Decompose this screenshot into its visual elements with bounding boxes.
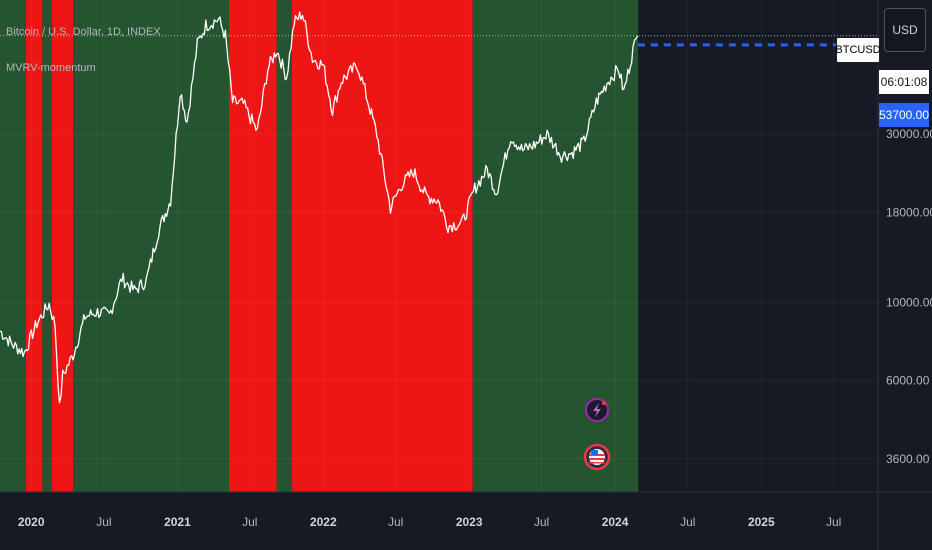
regime-band-bullish <box>73 0 229 492</box>
regime-backgrounds <box>0 0 639 492</box>
x-tick-label: Jul <box>826 515 841 529</box>
x-tick-label: 2023 <box>456 515 483 529</box>
last-price-label: 53700.00 <box>879 103 929 127</box>
regime-band-bearish <box>228 0 277 492</box>
x-tick-label: 2024 <box>602 515 629 529</box>
price-axis[interactable]: 3600.00 6000.00 10000.00 18000.00 30000.00 <box>886 127 932 466</box>
x-tick-label: Jul <box>680 515 695 529</box>
price-series <box>0 11 639 404</box>
regime-band-bearish <box>25 0 43 492</box>
x-tick-label: 2022 <box>310 515 337 529</box>
chart-legend-title[interactable]: Bitcoin / U.S. Dollar, 1D, INDEX <box>6 26 161 38</box>
x-tick-label: Jul <box>534 515 549 529</box>
x-tick-label: Jul <box>96 515 111 529</box>
y-tick-label: 6000.00 <box>886 374 930 388</box>
y-tick-label: 3600.00 <box>886 452 930 466</box>
indicator-legend[interactable]: MVRV-momentum <box>6 62 96 74</box>
symbol-price-label: BTCUSD <box>835 37 881 63</box>
us-flag-event-icon[interactable] <box>583 443 611 471</box>
y-tick-label: 30000.00 <box>886 127 932 141</box>
regime-band-bullish <box>42 0 52 492</box>
currency-button[interactable]: USD <box>884 8 926 52</box>
y-tick-label: 18000.00 <box>886 205 932 219</box>
y-tick-label: 10000.00 <box>886 295 932 309</box>
bar-countdown-label: 06:01:08 <box>879 70 929 94</box>
x-tick-label: 2020 <box>18 515 45 529</box>
regime-band-bullish <box>276 0 292 492</box>
x-tick-label: Jul <box>388 515 403 529</box>
price-line <box>0 11 639 404</box>
regime-band-bearish <box>291 0 473 492</box>
x-tick-label: 2025 <box>748 515 775 529</box>
time-axis[interactable]: 2020 Jul 2021 Jul 2022 Jul 2023 Jul 2024 Jul 2025 J… <box>18 515 841 529</box>
regime-band-bullish <box>0 0 26 492</box>
grid-lines <box>0 0 878 492</box>
x-tick-label: Jul <box>242 515 257 529</box>
lightning-event-icon[interactable] <box>585 398 609 422</box>
regime-band-bullish <box>472 0 639 492</box>
x-tick-label: 2021 <box>164 515 191 529</box>
